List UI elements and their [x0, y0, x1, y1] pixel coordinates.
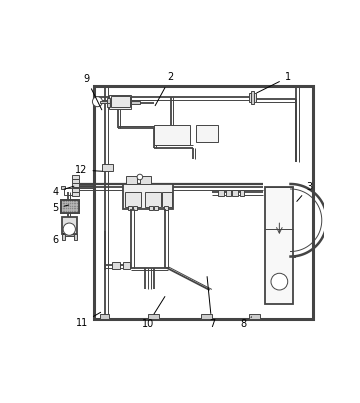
- Text: 12: 12: [75, 165, 102, 175]
- Bar: [107, 98, 110, 102]
- Bar: [74, 234, 77, 240]
- Text: 6: 6: [53, 234, 64, 245]
- Bar: [109, 95, 131, 109]
- Bar: [154, 125, 190, 145]
- Bar: [72, 188, 79, 192]
- Bar: [201, 314, 212, 319]
- Bar: [100, 101, 109, 102]
- Bar: [61, 186, 66, 189]
- Bar: [72, 192, 79, 196]
- Bar: [62, 234, 64, 240]
- Text: 5: 5: [53, 203, 69, 213]
- Bar: [131, 101, 140, 104]
- Bar: [123, 184, 174, 209]
- Bar: [72, 175, 79, 179]
- Circle shape: [93, 97, 103, 107]
- Bar: [128, 206, 132, 210]
- Text: 1: 1: [257, 73, 291, 93]
- Bar: [111, 96, 130, 107]
- Text: 2: 2: [155, 73, 174, 106]
- Bar: [165, 206, 168, 210]
- Text: 7: 7: [207, 276, 215, 329]
- Bar: [102, 164, 113, 171]
- Bar: [240, 189, 244, 196]
- Bar: [62, 218, 77, 234]
- Bar: [112, 262, 120, 269]
- Bar: [94, 86, 313, 319]
- Bar: [62, 234, 77, 237]
- Circle shape: [137, 174, 143, 180]
- Bar: [126, 176, 137, 184]
- Bar: [251, 91, 254, 104]
- Text: 11: 11: [76, 312, 101, 328]
- Bar: [226, 189, 230, 196]
- Bar: [232, 189, 238, 196]
- Bar: [140, 176, 151, 184]
- Bar: [107, 102, 110, 107]
- Bar: [149, 206, 153, 210]
- Text: 3: 3: [297, 182, 312, 202]
- Circle shape: [271, 273, 288, 290]
- Circle shape: [63, 223, 75, 235]
- Bar: [196, 125, 218, 142]
- Text: 4: 4: [53, 186, 74, 197]
- Text: 8: 8: [240, 317, 252, 329]
- Bar: [123, 262, 130, 269]
- Text: 10: 10: [141, 297, 165, 329]
- Bar: [133, 206, 137, 210]
- Bar: [218, 189, 224, 196]
- Bar: [100, 314, 109, 319]
- Bar: [162, 191, 172, 207]
- Text: 9: 9: [83, 73, 102, 110]
- Bar: [72, 183, 79, 187]
- Bar: [145, 191, 161, 207]
- Bar: [61, 199, 79, 213]
- Bar: [154, 206, 158, 210]
- Bar: [64, 188, 72, 195]
- Bar: [72, 179, 79, 183]
- Bar: [265, 187, 293, 304]
- Bar: [61, 199, 79, 213]
- Bar: [148, 314, 159, 319]
- Bar: [249, 93, 256, 102]
- Bar: [249, 314, 260, 319]
- Bar: [125, 191, 141, 207]
